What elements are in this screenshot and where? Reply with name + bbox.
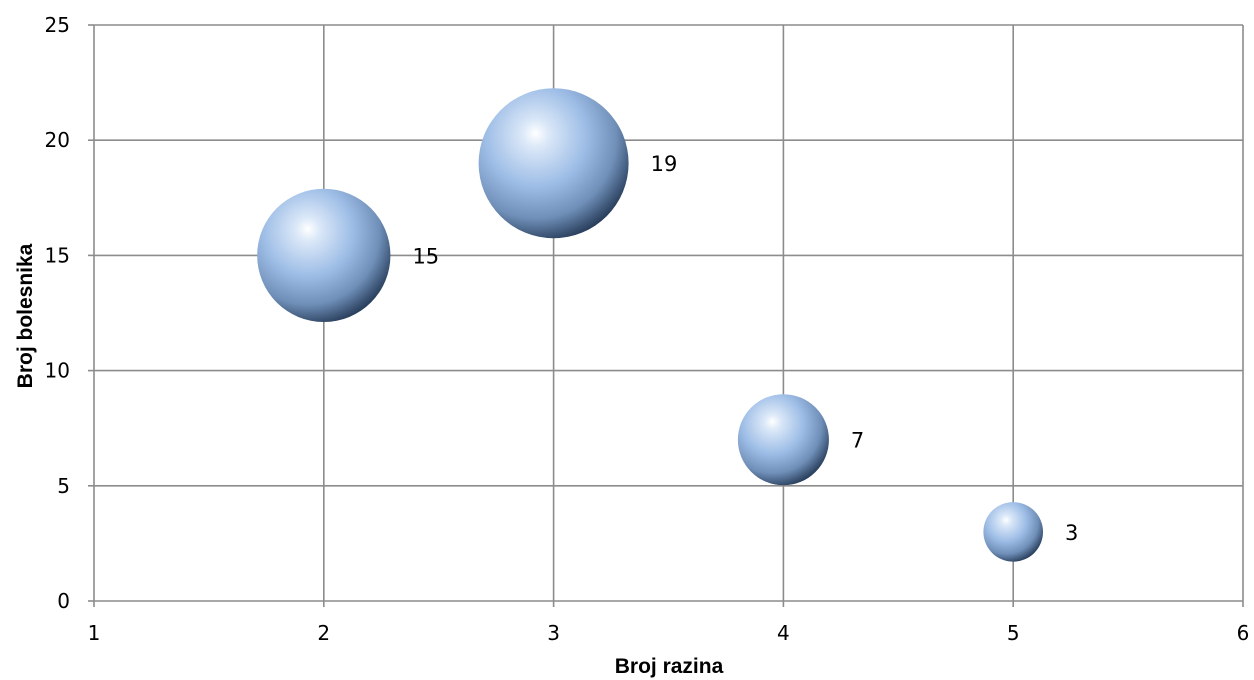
x-tick-label: 6 [1237, 621, 1250, 645]
y-tick-label: 15 [45, 243, 70, 267]
bubble-data-label: 19 [651, 152, 678, 176]
x-tick-label: 1 [88, 621, 101, 645]
tick-labels: 0 5 10 15 20 25 1 2 3 4 5 6 [45, 13, 1250, 645]
x-tick-label: 3 [547, 621, 560, 645]
axes [88, 24, 1244, 607]
bubble-point [983, 502, 1044, 562]
bubble-point [257, 188, 391, 323]
bubble-point [737, 394, 829, 486]
y-tick-label: 20 [45, 128, 70, 152]
gridlines [94, 24, 1244, 601]
bubble-data-label: 3 [1065, 521, 1078, 545]
y-tick-label: 10 [45, 359, 70, 383]
data-labels: 15 19 7 3 [412, 152, 1078, 545]
x-tick-label: 5 [1007, 621, 1020, 645]
y-axis-title: Broj bolesnika [14, 243, 37, 388]
bubble-data-label: 15 [412, 244, 439, 268]
y-tick-label: 0 [57, 589, 70, 613]
x-axis-title: Broj razina [615, 655, 724, 678]
bubble-point [478, 88, 629, 239]
y-tick-label: 25 [45, 13, 70, 37]
bubble-data-label: 7 [851, 429, 864, 453]
x-tick-label: 2 [317, 621, 330, 645]
x-tick-label: 4 [777, 621, 790, 645]
y-tick-label: 5 [57, 474, 70, 498]
bubbles [257, 88, 1044, 562]
